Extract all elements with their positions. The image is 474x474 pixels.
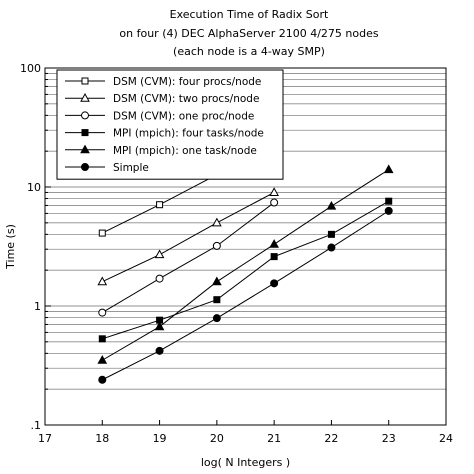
series-line xyxy=(102,192,275,283)
data-point xyxy=(154,321,165,331)
series-line xyxy=(102,200,389,340)
data-point xyxy=(213,296,221,304)
data-point xyxy=(98,375,107,384)
series-4 xyxy=(98,197,393,343)
data-point xyxy=(327,243,336,252)
data-point xyxy=(326,200,337,210)
data-point xyxy=(270,198,279,207)
legend-label: MPI (mpich): one task/node xyxy=(113,145,257,157)
x-tick-label: 17 xyxy=(38,432,52,445)
x-tick-label: 23 xyxy=(382,432,396,445)
x-axis-title: log( N Integers ) xyxy=(201,456,290,469)
series-5 xyxy=(97,164,394,364)
y-tick-label: 100 xyxy=(20,62,41,75)
data-point xyxy=(98,308,107,317)
data-point xyxy=(384,206,393,215)
axis-ticks: 17 18 19 20 21 22 23 24 .1 1 10 100 xyxy=(20,62,453,445)
legend-item: DSM (CVM): one proc/node xyxy=(65,110,254,122)
series-3 xyxy=(98,198,279,317)
legend-label: DSM (CVM): two procs/node xyxy=(113,93,259,105)
y-tick-label: .1 xyxy=(31,419,42,432)
legend-item: MPI (mpich): four tasks/node xyxy=(65,128,264,140)
x-tick-label: 22 xyxy=(324,432,338,445)
series-line xyxy=(102,210,389,381)
x-tick-label: 21 xyxy=(267,432,281,445)
legend-box xyxy=(56,69,284,180)
chart-subtitle-line-2: (each node is a 4-way SMP) xyxy=(173,45,325,58)
y-axis-title: Time (s) xyxy=(4,224,17,270)
legend-label: DSM (CVM): one proc/node xyxy=(113,110,254,122)
x-tick-label: 24 xyxy=(439,432,453,445)
y-tick-label: 10 xyxy=(27,181,41,194)
data-point xyxy=(98,229,106,237)
data-point xyxy=(270,253,278,261)
legend-marker xyxy=(81,129,89,137)
data-point xyxy=(97,355,108,364)
data-point xyxy=(155,346,164,355)
data-point xyxy=(270,279,279,288)
series-6 xyxy=(98,206,393,384)
data-point xyxy=(97,276,108,286)
legend-marker xyxy=(80,92,90,102)
data-point xyxy=(385,197,393,205)
legend-label: MPI (mpich): four tasks/node xyxy=(113,128,264,140)
data-point xyxy=(269,239,279,248)
chart-subtitle-line-1: on four (4) DEC AlphaServer 2100 4/275 n… xyxy=(119,27,379,40)
legend-marker xyxy=(81,163,89,171)
series-2 xyxy=(97,187,279,286)
legend: DSM (CVM): four procs/node DSM (CVM): two… xyxy=(56,69,284,180)
data-point xyxy=(269,187,279,196)
series-layer xyxy=(97,164,394,384)
data-point xyxy=(327,230,335,238)
data-point xyxy=(154,249,165,259)
data-point xyxy=(383,164,394,174)
x-tick-label: 18 xyxy=(95,432,109,445)
plot-area xyxy=(44,67,447,426)
legend-item: MPI (mpich): one task/node xyxy=(65,144,257,157)
data-point xyxy=(98,335,106,343)
legend-label: DSM (CVM): four procs/node xyxy=(113,76,261,88)
x-tick-label: 19 xyxy=(153,432,167,445)
legend-item: Simple xyxy=(65,162,149,174)
data-point xyxy=(212,241,221,250)
series-1 xyxy=(98,171,221,237)
series-line xyxy=(102,169,389,361)
data-point xyxy=(212,217,222,227)
legend-item: DSM (CVM): two procs/node xyxy=(65,92,259,105)
series-line xyxy=(102,202,275,314)
data-point xyxy=(212,276,222,286)
data-point xyxy=(155,274,164,283)
data-point xyxy=(156,201,164,209)
legend-marker xyxy=(81,77,89,85)
legend-item: DSM (CVM): four procs/node xyxy=(65,76,261,88)
data-point xyxy=(212,314,221,323)
x-tick-label: 20 xyxy=(210,432,224,445)
y-tick-label: 1 xyxy=(34,300,41,313)
legend-marker xyxy=(81,111,89,120)
legend-marker xyxy=(80,144,90,154)
chart-title: Execution Time of Radix Sort xyxy=(169,8,329,21)
legend-label: Simple xyxy=(113,162,149,174)
